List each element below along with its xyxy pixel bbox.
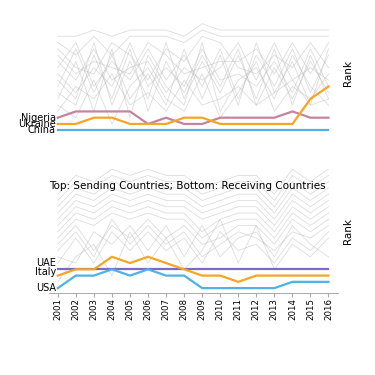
Text: Ukraine: Ukraine xyxy=(18,119,56,129)
Text: Rank: Rank xyxy=(343,218,353,244)
Text: UAE: UAE xyxy=(36,258,56,268)
Text: USA: USA xyxy=(36,283,56,293)
Text: Top: Sending Countries; Bottom: Receiving Countries: Top: Sending Countries; Bottom: Receivin… xyxy=(49,181,326,190)
Text: Italy: Italy xyxy=(35,267,56,278)
Text: Nigeria: Nigeria xyxy=(21,113,56,123)
Text: Rank: Rank xyxy=(343,60,353,86)
Text: China: China xyxy=(28,125,56,135)
